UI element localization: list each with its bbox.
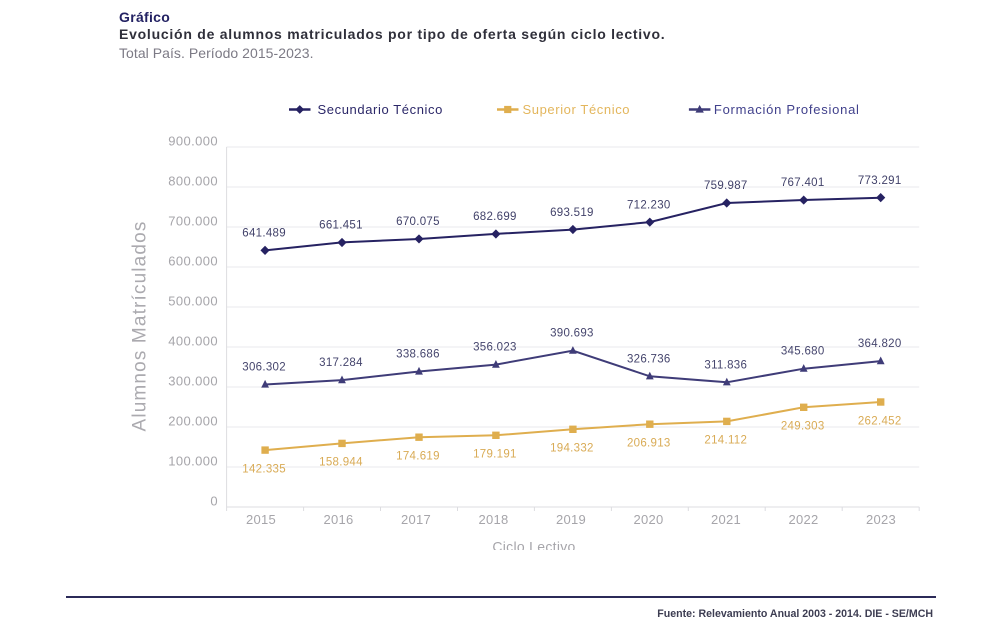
svg-text:500.000: 500.000 [168, 294, 218, 309]
svg-text:Total País. Período 2015-2023.: Total País. Período 2015-2023. [119, 45, 314, 61]
svg-text:142.335: 142.335 [242, 463, 286, 475]
svg-text:2015: 2015 [246, 512, 276, 527]
svg-text:317.284: 317.284 [319, 357, 363, 369]
svg-text:712.230: 712.230 [627, 199, 671, 211]
svg-text:249.303: 249.303 [781, 421, 825, 433]
svg-text:2018: 2018 [478, 512, 508, 527]
svg-text:2022: 2022 [788, 512, 818, 527]
svg-text:700.000: 700.000 [168, 214, 218, 229]
svg-text:Evolución de alumnos matricula: Evolución de alumnos matriculados por ti… [119, 26, 665, 42]
svg-text:2021: 2021 [711, 512, 741, 527]
svg-text:100.000: 100.000 [168, 454, 218, 469]
svg-text:0: 0 [210, 494, 218, 509]
svg-text:300.000: 300.000 [168, 374, 218, 389]
svg-text:174.619: 174.619 [396, 451, 440, 463]
svg-text:Gráfico: Gráfico [119, 9, 170, 25]
svg-text:670.075: 670.075 [396, 216, 440, 228]
svg-text:900.000: 900.000 [168, 134, 218, 149]
svg-text:682.699: 682.699 [473, 211, 517, 223]
svg-text:206.913: 206.913 [627, 438, 671, 450]
svg-text:693.519: 693.519 [550, 207, 594, 219]
svg-text:311.836: 311.836 [704, 359, 747, 371]
svg-text:661.451: 661.451 [319, 220, 363, 232]
svg-text:179.191: 179.191 [473, 449, 517, 461]
svg-text:214.112: 214.112 [704, 435, 747, 447]
svg-text:641.489: 641.489 [242, 228, 286, 240]
svg-text:262.452: 262.452 [858, 415, 902, 427]
svg-text:Fuente: Relevamiento Anual 200: Fuente: Relevamiento Anual 2003 - 2014. … [657, 608, 933, 620]
svg-text:600.000: 600.000 [168, 254, 218, 269]
svg-text:345.680: 345.680 [781, 346, 825, 358]
svg-text:767.401: 767.401 [781, 177, 825, 189]
svg-text:800.000: 800.000 [168, 174, 218, 189]
svg-text:Alumnos Matrículados: Alumnos Matrículados [130, 221, 151, 432]
svg-text:326.736: 326.736 [627, 353, 671, 365]
svg-text:2020: 2020 [633, 512, 663, 527]
svg-text:773.291: 773.291 [858, 175, 902, 187]
svg-text:2019: 2019 [556, 512, 586, 527]
svg-text:2023: 2023 [866, 512, 896, 527]
svg-text:Formación Profesional: Formación Profesional [714, 102, 860, 117]
svg-text:338.686: 338.686 [396, 349, 440, 361]
svg-text:2017: 2017 [401, 512, 431, 527]
svg-text:Secundario Técnico: Secundario Técnico [318, 102, 443, 117]
svg-text:306.302: 306.302 [242, 362, 286, 374]
svg-text:Ciclo Lectivo: Ciclo Lectivo [492, 539, 575, 555]
svg-text:Superior Técnico: Superior Técnico [523, 102, 631, 117]
svg-text:759.987: 759.987 [704, 180, 748, 192]
svg-text:364.820: 364.820 [858, 338, 902, 350]
svg-text:158.944: 158.944 [319, 457, 363, 469]
svg-text:194.332: 194.332 [550, 443, 594, 455]
svg-text:200.000: 200.000 [168, 414, 218, 429]
svg-text:390.693: 390.693 [550, 328, 594, 340]
svg-text:2016: 2016 [323, 512, 353, 527]
svg-text:356.023: 356.023 [473, 342, 517, 354]
svg-text:400.000: 400.000 [168, 334, 218, 349]
